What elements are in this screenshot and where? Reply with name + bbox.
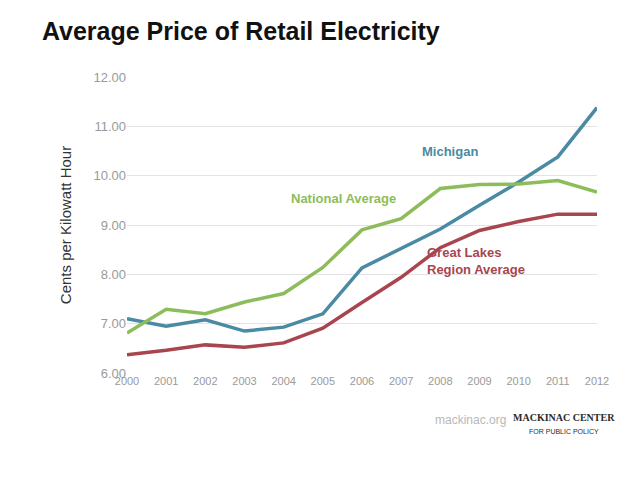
svg-text:10.00: 10.00 bbox=[93, 168, 126, 183]
svg-text:2009: 2009 bbox=[467, 375, 491, 387]
svg-text:Great LakesRegion Average: Great LakesRegion Average bbox=[427, 245, 525, 277]
svg-text:2011: 2011 bbox=[546, 375, 570, 387]
svg-text:2010: 2010 bbox=[506, 375, 530, 387]
svg-text:12.00: 12.00 bbox=[93, 70, 126, 85]
svg-text:2008: 2008 bbox=[428, 375, 452, 387]
svg-text:2006: 2006 bbox=[350, 375, 374, 387]
svg-text:Average Price of Retail Electr: Average Price of Retail Electricity bbox=[42, 17, 440, 45]
svg-text:2002: 2002 bbox=[193, 375, 217, 387]
svg-text:National Average: National Average bbox=[291, 191, 396, 206]
svg-text:2003: 2003 bbox=[232, 375, 256, 387]
svg-text:2000: 2000 bbox=[115, 375, 139, 387]
svg-text:6.00: 6.00 bbox=[101, 366, 126, 381]
svg-text:2007: 2007 bbox=[389, 375, 413, 387]
svg-text:2005: 2005 bbox=[311, 375, 335, 387]
svg-text:9.00: 9.00 bbox=[101, 218, 126, 233]
svg-text:7.00: 7.00 bbox=[101, 316, 126, 331]
svg-text:2004: 2004 bbox=[271, 375, 295, 387]
svg-text:MACKINAC CENTER: MACKINAC CENTER bbox=[513, 412, 615, 423]
svg-text:Michigan: Michigan bbox=[422, 144, 478, 159]
svg-text:2012: 2012 bbox=[585, 375, 609, 387]
svg-text:8.00: 8.00 bbox=[101, 267, 126, 282]
svg-text:mackinac.org: mackinac.org bbox=[435, 413, 506, 427]
svg-text:Cents per Kilowatt Hour: Cents per Kilowatt Hour bbox=[57, 146, 74, 304]
svg-text:FOR PUBLIC POLICY: FOR PUBLIC POLICY bbox=[529, 428, 599, 435]
svg-text:11.00: 11.00 bbox=[94, 119, 126, 134]
svg-text:2001: 2001 bbox=[154, 375, 178, 387]
